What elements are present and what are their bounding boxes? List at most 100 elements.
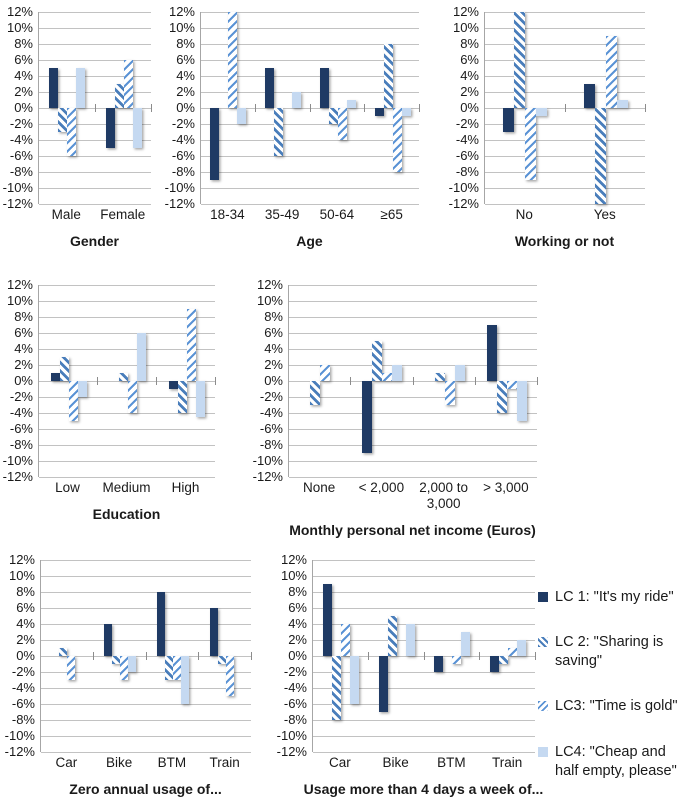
category-axis-tick — [251, 652, 252, 660]
chart-title: Gender — [69, 233, 119, 249]
y-tick-label: -6% — [9, 421, 33, 436]
gridline — [39, 429, 215, 430]
category-axis-tick — [350, 377, 352, 385]
y-tick-label: -6% — [455, 148, 479, 163]
bar-lc1-bike — [104, 624, 113, 656]
y-tick-label: 6% — [14, 52, 33, 67]
gridline — [201, 172, 419, 173]
y-tick-label: 10% — [8, 568, 35, 583]
legend-label-lc1: LC 1: "It's my ride" — [555, 589, 674, 605]
bar-lc1-65 — [374, 108, 384, 116]
bar-lc3-medium — [127, 381, 137, 413]
gridline — [313, 752, 535, 753]
legend-item-lc2: LC 2: "Sharing is saving" — [538, 633, 690, 671]
bar-lc3-2-000 — [382, 373, 393, 381]
plot-row: 12% 10% 8% 6% 4% 2% 0% -2% -4% -6% -8% -10% -12% — [2, 550, 281, 759]
category-axis-tick — [423, 652, 425, 660]
gridline — [201, 188, 419, 189]
x-category-label: 35-49 — [264, 207, 300, 222]
chart-gender: 12% 10% 8% 6% 4% 2% 0% -2% -4% -6% -8% -10% -12% Mal… — [0, 2, 181, 249]
lc4-swatch-icon — [538, 746, 548, 757]
x-axis-labels: Male Female — [38, 207, 151, 227]
x-category-label: Male — [51, 207, 81, 222]
chart-title: Zero annual usage of... — [69, 781, 222, 797]
gridline — [41, 672, 251, 673]
y-tick-label: -10% — [276, 728, 307, 743]
bar-lc1-train — [490, 656, 500, 672]
y-tick-label: -8% — [455, 164, 479, 179]
chart-income: 12% 10% 8% 6% 4% 2% 0% -2% -4% -6% -8% -10% -12% Non… — [240, 275, 567, 538]
gridline — [39, 188, 151, 189]
gridline — [39, 285, 215, 286]
y-tick-label: -12% — [276, 744, 307, 759]
y-tick-label: -12% — [448, 196, 479, 211]
lc3-swatch-icon — [538, 701, 548, 712]
gridline — [313, 592, 535, 593]
gridline — [39, 381, 215, 382]
x-category-label: 50-64 — [319, 207, 355, 222]
gridline — [39, 397, 215, 398]
chart-title: Age — [296, 233, 323, 249]
gridline — [289, 445, 537, 446]
y-tick-label: -2% — [171, 116, 195, 131]
y-tick-label: -12% — [4, 744, 35, 759]
bar-lc2-low — [59, 357, 69, 381]
plot-row: 12% 10% 8% 6% 4% 2% 0% -2% -4% -6% -8% -10% -12% — [430, 2, 675, 211]
bar-lc4-yes — [616, 100, 628, 108]
y-tick-label: 12% — [168, 4, 195, 19]
gridline — [41, 688, 251, 689]
bar-lc4-3-000 — [516, 381, 527, 421]
bar-lc2-2-000 — [372, 341, 383, 381]
bar-lc4-50-64 — [346, 100, 356, 108]
y-tick-label: -10% — [164, 180, 195, 195]
lc1-swatch-icon — [538, 592, 548, 602]
bar-lc4-2-000-to-3-000 — [454, 365, 465, 381]
gridline — [313, 576, 535, 577]
gridline — [313, 704, 535, 705]
bar-lc3-car — [67, 656, 76, 680]
bar-lc1-car — [322, 584, 332, 656]
y-tick-label: -6% — [283, 696, 307, 711]
gridline — [313, 688, 535, 689]
bar-lc2-35-49 — [274, 108, 284, 156]
gridline — [201, 76, 419, 77]
gridline — [39, 76, 151, 77]
bar-lc3-none — [320, 365, 331, 381]
y-tick-label: -4% — [171, 132, 195, 147]
gridline — [39, 333, 215, 334]
category-axis-tick — [254, 104, 256, 112]
bar-lc4-low — [77, 381, 87, 397]
bar-lc2-3-000 — [496, 381, 507, 413]
x-category-label: Car — [55, 755, 78, 770]
legend-label-lc4: LC4: "Cheap and half empty, please" — [555, 743, 677, 779]
chart-title: Education — [92, 506, 161, 522]
y-tick-label: 12% — [6, 277, 33, 292]
bar-lc2-bike — [112, 656, 121, 664]
y-tick-label: 2% — [14, 357, 33, 372]
y-tick-label: -4% — [455, 132, 479, 147]
gridline — [313, 736, 535, 737]
gridline — [289, 365, 537, 366]
plot-area — [38, 285, 216, 478]
gridline — [289, 333, 537, 334]
bar-lc2-no — [514, 12, 526, 108]
y-tick-label: -2% — [283, 664, 307, 679]
chart-usage-4-days: 12% 10% 8% 6% 4% 2% 0% -2% -4% -6% -8% -10% -12% Car… — [254, 550, 565, 797]
gridline — [201, 92, 419, 93]
x-category-label: None — [302, 480, 336, 495]
y-tick-label: -10% — [2, 180, 33, 195]
gridline — [39, 461, 215, 462]
gridline — [485, 60, 645, 61]
bar-lc1-18-34 — [210, 108, 220, 180]
bar-lc1-male — [49, 68, 59, 108]
gridline — [201, 156, 419, 157]
y-tick-label: 4% — [264, 341, 283, 356]
gridline — [289, 301, 537, 302]
bar-lc1-50-64 — [319, 68, 329, 108]
legend-item-lc3: LC3: "Time is gold" — [538, 697, 690, 716]
gridline — [313, 608, 535, 609]
chart-title: Monthly personal net income (Euros) — [289, 522, 536, 538]
gridline — [39, 477, 215, 478]
bar-lc2-male — [58, 108, 68, 132]
